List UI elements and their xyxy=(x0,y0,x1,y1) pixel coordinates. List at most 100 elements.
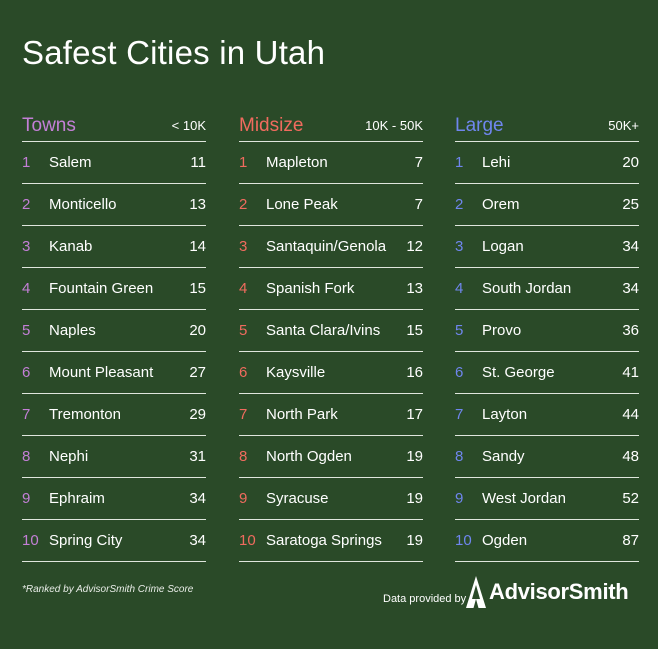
rank-number: 6 xyxy=(455,364,464,381)
rank-number: 1 xyxy=(455,154,464,171)
rank-number: 10 xyxy=(239,532,256,549)
rank-number: 9 xyxy=(239,490,248,507)
crime-score: 12 xyxy=(406,238,423,255)
rank-number: 1 xyxy=(22,154,31,171)
city-name: Monticello xyxy=(49,196,117,213)
page-title: Safest Cities in Utah xyxy=(22,34,326,71)
crime-score: 25 xyxy=(622,196,639,213)
table-row: 1 Lehi 20 xyxy=(455,142,639,184)
city-name: Layton xyxy=(482,406,528,423)
rank-number: 6 xyxy=(239,364,248,381)
city-name: Spring City xyxy=(49,532,123,549)
crime-score: 13 xyxy=(189,196,206,213)
table-row: 9 Ephraim 34 xyxy=(22,478,206,520)
large-header: Large 50K+ xyxy=(455,110,639,142)
table-row: 7 Tremonton 29 xyxy=(22,394,206,436)
data-credit: Data provided by xyxy=(383,593,467,605)
crime-score: 14 xyxy=(189,238,206,255)
large-column-title: Large xyxy=(455,114,504,136)
city-name: Kanab xyxy=(49,238,93,255)
table-row: 7 Layton 44 xyxy=(455,394,639,436)
rank-number: 8 xyxy=(239,448,248,465)
table-row: 8 North Ogden 19 xyxy=(239,436,423,478)
table-row: 10 Saratoga Springs 19 xyxy=(239,520,423,562)
table-row: 7 North Park 17 xyxy=(239,394,423,436)
city-name: Spanish Fork xyxy=(266,280,355,297)
table-row: 2 Lone Peak 7 xyxy=(239,184,423,226)
crime-score: 20 xyxy=(622,154,639,171)
crime-score: 19 xyxy=(406,532,423,549)
city-name: Fountain Green xyxy=(49,280,154,297)
advisorsmith-brand: AdvisorSmith xyxy=(465,575,629,609)
table-row: 10 Spring City 34 xyxy=(22,520,206,562)
table-row: 9 Syracuse 19 xyxy=(239,478,423,520)
table-row: 1 Salem 11 xyxy=(22,142,206,184)
towns-column-title: Towns xyxy=(22,114,76,136)
table-row: 5 Naples 20 xyxy=(22,310,206,352)
crime-score: 34 xyxy=(189,490,206,507)
table-row: 4 Fountain Green 15 xyxy=(22,268,206,310)
rank-number: 5 xyxy=(455,322,464,339)
crime-score: 34 xyxy=(189,532,206,549)
table-row: 9 West Jordan 52 xyxy=(455,478,639,520)
advisorsmith-logo-icon xyxy=(465,575,487,609)
crime-score: 36 xyxy=(622,322,639,339)
city-name: Tremonton xyxy=(49,406,121,423)
rank-number: 8 xyxy=(22,448,31,465)
city-name: Salem xyxy=(49,154,92,171)
table-row: 8 Sandy 48 xyxy=(455,436,639,478)
brand-name: AdvisorSmith xyxy=(489,579,629,604)
table-row: 6 Mount Pleasant 27 xyxy=(22,352,206,394)
rank-number: 8 xyxy=(455,448,464,465)
midsize-column-title: Midsize xyxy=(239,114,304,136)
rank-number: 10 xyxy=(455,532,472,549)
rank-number: 7 xyxy=(455,406,464,423)
crime-score: 29 xyxy=(189,406,206,423)
rank-number: 2 xyxy=(22,196,31,213)
rank-number: 7 xyxy=(239,406,248,423)
city-name: St. George xyxy=(482,364,555,381)
midsize-header: Midsize 10K - 50K xyxy=(239,110,423,142)
rank-number: 6 xyxy=(22,364,31,381)
midsize-population-range: 10K - 50K xyxy=(365,118,423,133)
city-name: Orem xyxy=(482,196,520,213)
rank-number: 7 xyxy=(22,406,31,423)
crime-score: 34 xyxy=(622,238,639,255)
table-row: 10 Ogden 87 xyxy=(455,520,639,562)
rank-number: 10 xyxy=(22,532,39,549)
rank-number: 3 xyxy=(22,238,31,255)
crime-score: 19 xyxy=(406,448,423,465)
table-row: 2 Monticello 13 xyxy=(22,184,206,226)
footnote: *Ranked by AdvisorSmith Crime Score xyxy=(22,584,194,595)
city-name: Provo xyxy=(482,322,522,339)
crime-score: 7 xyxy=(414,196,423,213)
rank-number: 4 xyxy=(22,280,31,297)
table-row: 5 Santa Clara/Ivins 15 xyxy=(239,310,423,352)
city-name: Syracuse xyxy=(266,490,329,507)
crime-score: 20 xyxy=(189,322,206,339)
crime-score: 34 xyxy=(622,280,639,297)
rank-number: 2 xyxy=(455,196,464,213)
crime-score: 52 xyxy=(622,490,639,507)
table-row: 3 Santaquin/Genola 12 xyxy=(239,226,423,268)
rank-number: 9 xyxy=(455,490,464,507)
rank-number: 2 xyxy=(239,196,248,213)
crime-score: 48 xyxy=(622,448,639,465)
rank-number: 5 xyxy=(22,322,31,339)
table-row: 5 Provo 36 xyxy=(455,310,639,352)
crime-score: 11 xyxy=(190,154,206,171)
city-name: North Ogden xyxy=(266,448,352,465)
table-row: 3 Kanab 14 xyxy=(22,226,206,268)
table-row: 6 Kaysville 16 xyxy=(239,352,423,394)
city-name: Mapleton xyxy=(266,154,328,171)
table-row: 3 Logan 34 xyxy=(455,226,639,268)
city-name: Logan xyxy=(482,238,524,255)
crime-score: 19 xyxy=(406,490,423,507)
city-name: Santa Clara/Ivins xyxy=(266,322,381,339)
towns-population-range: < 10K xyxy=(171,118,206,133)
rank-number: 3 xyxy=(455,238,464,255)
city-name: North Park xyxy=(266,406,338,423)
crime-score: 15 xyxy=(189,280,206,297)
city-name: West Jordan xyxy=(482,490,566,507)
table-row: 1 Mapleton 7 xyxy=(239,142,423,184)
